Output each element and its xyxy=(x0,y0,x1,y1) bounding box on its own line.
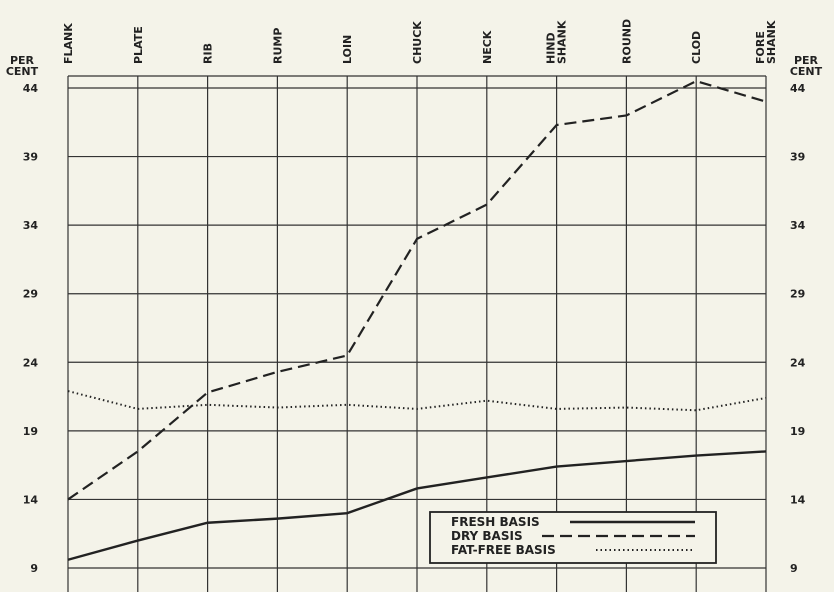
y-tick-label-left: 24 xyxy=(23,356,39,369)
category-label: ROUND xyxy=(620,19,633,64)
legend-label: FAT-FREE BASIS xyxy=(451,543,556,557)
y-tick-label-left: 19 xyxy=(23,425,38,438)
category-label: HINDSHANK xyxy=(545,20,569,64)
y-tick-label-left: 44 xyxy=(23,82,39,95)
series-line-solid xyxy=(67,450,767,561)
grid xyxy=(67,75,767,592)
category-label: LOIN xyxy=(341,35,354,64)
y-tick-label-right: 9 xyxy=(790,562,798,575)
y-tick-label-left: 9 xyxy=(30,562,38,575)
category-label: FORESHANK xyxy=(754,20,778,64)
y-tick-label-left: 14 xyxy=(23,493,39,506)
y-unit-label-left: PER CENT xyxy=(6,54,39,78)
series-lines xyxy=(67,79,767,561)
y-tick-label-left: 34 xyxy=(23,219,39,232)
y-axis-labels: 9 9 14 14 19 19 24 24 29 29 34 34 39 39 44 44 xyxy=(23,82,806,575)
y-tick-label-right: 39 xyxy=(790,151,805,164)
category-label: PLATE xyxy=(132,26,145,64)
y-tick-label-right: 24 xyxy=(790,356,806,369)
y-tick-label-right: 19 xyxy=(790,425,805,438)
category-label: CLOD xyxy=(690,31,703,64)
category-label: FLANK xyxy=(62,23,75,64)
legend-box xyxy=(429,511,717,564)
category-label: RIB xyxy=(202,43,215,64)
y-tick-label-left: 29 xyxy=(23,288,38,301)
series-line-dotted xyxy=(67,390,767,412)
y-tick-label-right: 29 xyxy=(790,288,805,301)
y-tick-label-left: 39 xyxy=(23,151,38,164)
unit-labels: PER CENT PER CENT xyxy=(6,54,823,78)
category-label: NECK xyxy=(481,30,494,64)
category-labels: FLANK PLATE RIB RUMP LOIN CHUCK NECK HINDSHANK R… xyxy=(62,19,778,64)
legend-label: FRESH BASIS xyxy=(451,515,540,529)
series-line-dashed xyxy=(67,79,767,501)
y-tick-label-right: 14 xyxy=(790,493,806,506)
y-tick-label-right: 44 xyxy=(790,82,806,95)
category-label: RUMP xyxy=(271,28,284,64)
y-tick-label-right: 34 xyxy=(790,219,806,232)
category-label: CHUCK xyxy=(411,21,424,64)
legend-label: DRY BASIS xyxy=(451,529,523,543)
y-unit-label-right: PER CENT xyxy=(790,54,823,78)
